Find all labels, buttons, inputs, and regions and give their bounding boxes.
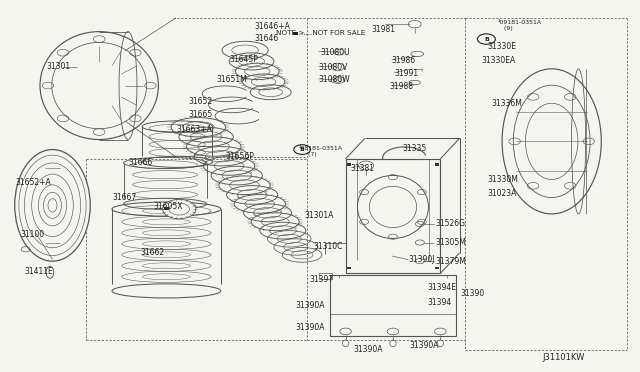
Text: 31379M: 31379M	[435, 257, 466, 266]
Bar	[164, 207, 169, 210]
Text: 31301: 31301	[46, 62, 70, 71]
Text: 31394E: 31394E	[428, 283, 456, 292]
Bar	[319, 273, 332, 279]
Text: 31301A: 31301A	[305, 211, 334, 219]
Ellipse shape	[112, 202, 221, 216]
Text: 31665: 31665	[189, 110, 213, 119]
Text: 31397: 31397	[310, 275, 334, 284]
Text: 31330EA: 31330EA	[481, 56, 516, 65]
Text: 31023A: 31023A	[488, 189, 517, 198]
Text: 31667: 31667	[112, 193, 136, 202]
Bar	[435, 267, 439, 269]
Text: 31310C: 31310C	[314, 242, 343, 251]
Text: 31394: 31394	[428, 298, 452, 307]
Text: 31330M: 31330M	[488, 175, 518, 184]
Text: NOTE >: NOTE >	[276, 31, 305, 36]
Bar	[347, 163, 351, 166]
Text: 31390A: 31390A	[410, 341, 439, 350]
Ellipse shape	[502, 69, 602, 214]
Text: 31646: 31646	[255, 34, 279, 43]
Text: 31080V: 31080V	[319, 63, 348, 72]
Text: 31390: 31390	[461, 289, 485, 298]
Ellipse shape	[142, 121, 212, 132]
Text: B: B	[484, 36, 489, 42]
Text: 31988: 31988	[389, 82, 413, 91]
Text: 31651M: 31651M	[216, 76, 247, 84]
Text: ²08181-0351A
     (7): ²08181-0351A (7)	[298, 146, 342, 157]
Text: 31390A: 31390A	[296, 301, 325, 310]
Text: 31605X: 31605X	[154, 202, 183, 211]
Text: ³09181-0351A
   (9): ³09181-0351A (9)	[498, 20, 542, 31]
Text: 31526G: 31526G	[435, 219, 465, 228]
Text: J31101KW: J31101KW	[543, 353, 585, 362]
Text: 31656P: 31656P	[225, 152, 254, 161]
Bar	[347, 267, 351, 269]
Bar	[435, 163, 439, 166]
Bar	[330, 275, 456, 336]
Text: 31981: 31981	[371, 25, 396, 34]
Text: 31336M: 31336M	[492, 99, 522, 108]
Text: 31666: 31666	[128, 158, 152, 167]
Text: 31330E: 31330E	[488, 42, 516, 51]
Text: B: B	[300, 147, 305, 152]
Text: 31381: 31381	[351, 164, 375, 173]
Bar	[293, 32, 298, 35]
Ellipse shape	[15, 150, 90, 261]
Text: 31652+A: 31652+A	[15, 178, 51, 187]
Text: 31080W: 31080W	[319, 76, 350, 84]
Text: 31652: 31652	[189, 97, 213, 106]
Text: 31991: 31991	[394, 69, 419, 78]
Text: 31390A: 31390A	[296, 323, 325, 332]
Text: 31390J: 31390J	[408, 255, 435, 264]
Text: 31411E: 31411E	[24, 267, 53, 276]
Text: 31305M: 31305M	[435, 238, 466, 247]
Text: .....NOT FOR SALE: .....NOT FOR SALE	[301, 31, 365, 36]
Bar	[346, 159, 440, 273]
Text: 31646+A: 31646+A	[255, 22, 291, 31]
Text: 31662: 31662	[141, 248, 165, 257]
Text: 31390A: 31390A	[353, 345, 383, 354]
Ellipse shape	[40, 32, 159, 140]
Text: 31335: 31335	[402, 144, 426, 153]
Text: 31663+A: 31663+A	[176, 125, 212, 134]
Text: 31080U: 31080U	[320, 48, 349, 57]
Text: 31986: 31986	[392, 56, 416, 65]
Circle shape	[163, 199, 196, 219]
Text: 31100: 31100	[20, 230, 45, 239]
Text: 31645P: 31645P	[229, 55, 258, 64]
